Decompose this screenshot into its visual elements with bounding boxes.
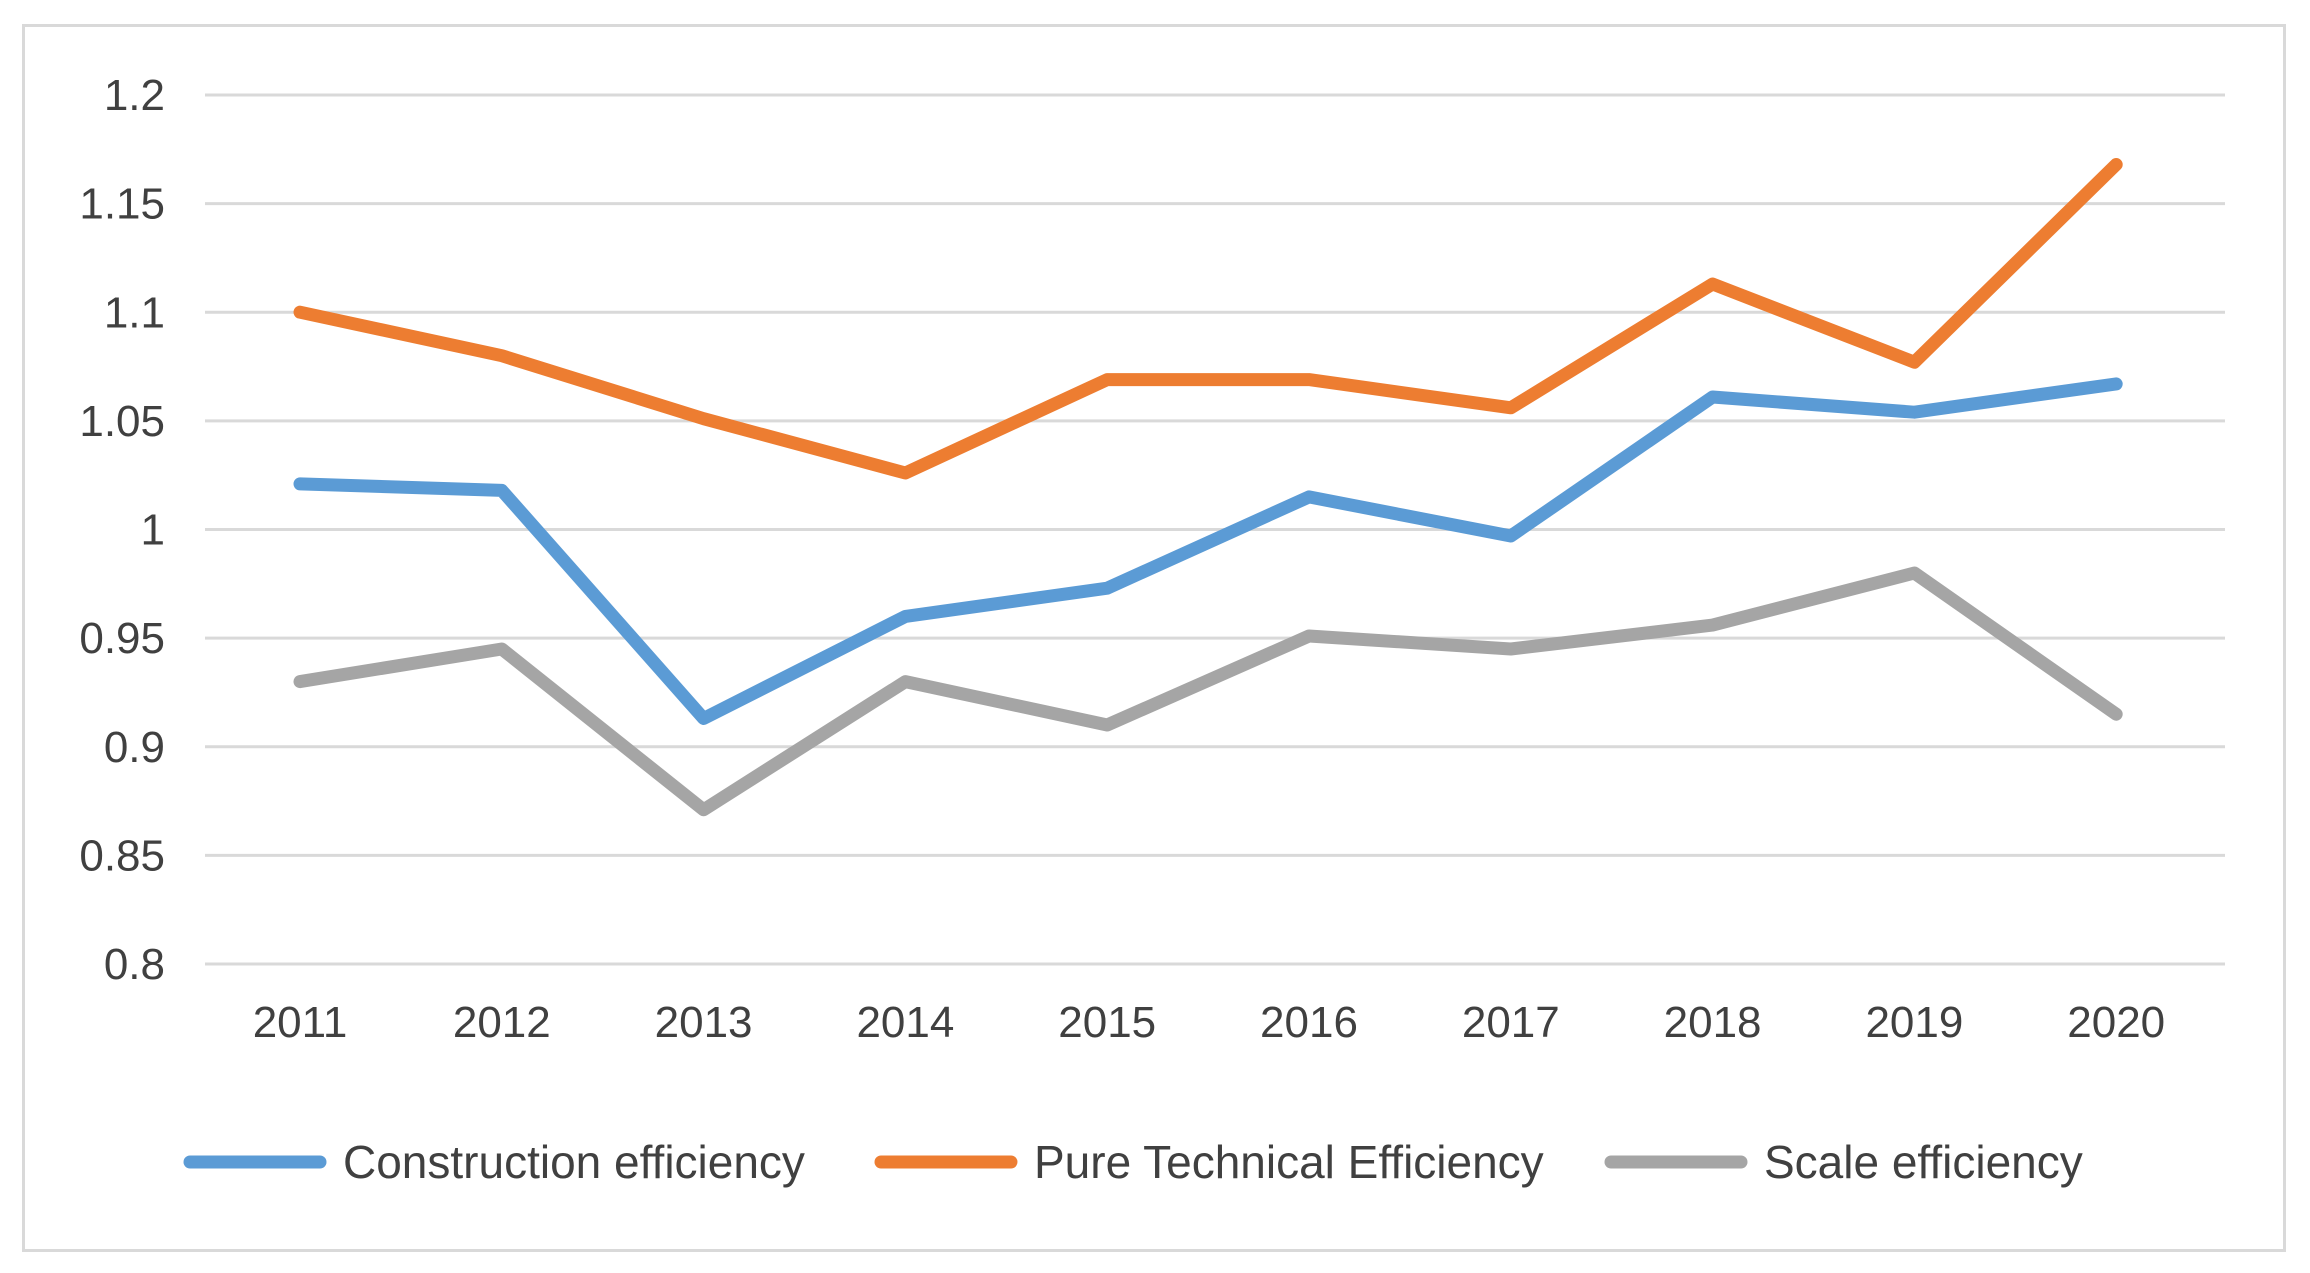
y-tick-label: 0.95: [79, 614, 165, 663]
legend-item: Construction efficiency: [183, 1136, 805, 1188]
series-lines: [293, 158, 2123, 817]
x-tick-label: 2014: [856, 998, 954, 1047]
x-axis-tick-labels: 2011 2012 2013 2014 2015 2016 2017 2018 2019 2020: [253, 998, 2165, 1047]
y-tick-label: 1.1: [104, 288, 165, 337]
x-tick-label: 2016: [1260, 998, 1358, 1047]
y-tick-label: 0.9: [104, 723, 165, 772]
y-axis-tick-labels: 0.8 0.85 0.9 0.95 1 1.05 1.1 1.15 1.2: [79, 71, 165, 989]
y-tick-label: 1.2: [104, 71, 165, 120]
legend: Construction efficiency Pure Technical Ef…: [183, 1136, 2083, 1188]
x-tick-label: 2018: [1664, 998, 1762, 1047]
x-tick-label: 2017: [1462, 998, 1560, 1047]
x-tick-label: 2012: [453, 998, 551, 1047]
legend-label: Construction efficiency: [343, 1136, 805, 1188]
y-tick-label: 1.05: [79, 397, 165, 446]
x-tick-label: 2011: [253, 998, 348, 1047]
legend-item: Scale efficiency: [1604, 1136, 2083, 1188]
legend-item: Pure Technical Efficiency: [874, 1136, 1544, 1188]
chart-frame: 0.8 0.85 0.9 0.95 1 1.05 1.1 1.15 1.2 2011 2012 20…: [22, 24, 2286, 1252]
y-tick-label: 0.85: [79, 831, 165, 880]
y-tick-label: 1: [141, 506, 165, 555]
legend-label: Scale efficiency: [1764, 1136, 2083, 1188]
series-line-pure-technical-efficiency: [293, 158, 2123, 480]
x-tick-label: 2019: [1865, 998, 1963, 1047]
x-tick-label: 2015: [1058, 998, 1156, 1047]
y-tick-label: 0.8: [104, 940, 165, 989]
y-tick-label: 1.15: [79, 180, 165, 229]
gridlines: [205, 93, 2225, 966]
series-line-construction-efficiency: [293, 377, 2123, 725]
x-tick-label: 2013: [655, 998, 753, 1047]
legend-label: Pure Technical Efficiency: [1034, 1136, 1544, 1188]
series-line-scale-efficiency: [293, 566, 2123, 817]
x-tick-label: 2020: [2067, 998, 2165, 1047]
